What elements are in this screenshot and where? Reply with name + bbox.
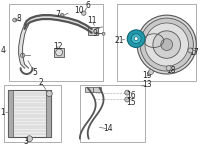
Circle shape [140,18,193,71]
Text: 6: 6 [85,1,90,10]
Circle shape [161,39,173,50]
Text: 14: 14 [104,124,113,133]
Text: 19: 19 [142,71,152,80]
Circle shape [148,70,153,75]
Circle shape [60,13,64,17]
Text: 4: 4 [0,46,5,55]
Circle shape [125,97,130,102]
Bar [54,47,64,57]
Text: 10: 10 [74,6,84,15]
Bar [93,87,101,92]
Text: 7: 7 [56,10,61,19]
Circle shape [166,66,171,71]
Circle shape [125,90,130,95]
Bar [9,4,103,81]
Circle shape [153,31,181,58]
Bar [85,87,93,92]
Circle shape [145,23,188,66]
Circle shape [27,136,32,142]
Circle shape [56,49,63,56]
Circle shape [102,32,105,35]
Circle shape [137,15,196,74]
Text: 8: 8 [16,14,21,23]
Text: 1: 1 [0,108,5,117]
Text: 5: 5 [32,67,37,77]
Circle shape [127,30,145,47]
Text: 17: 17 [190,48,199,57]
Text: 16: 16 [126,91,136,100]
Text: 18: 18 [166,66,175,75]
Text: 2: 2 [39,78,44,87]
Bar [80,85,145,142]
Bar [46,90,51,137]
Bar [8,90,13,137]
Polygon shape [25,15,92,33]
Circle shape [188,48,193,53]
Circle shape [131,34,141,44]
Circle shape [82,11,86,15]
Text: 9: 9 [92,29,97,38]
Text: 3: 3 [23,137,28,146]
Circle shape [20,53,25,57]
Bar [88,27,98,35]
Circle shape [13,18,17,22]
Bar [117,4,196,81]
Bar [4,85,61,142]
Bar [8,90,51,137]
Text: 12: 12 [53,42,63,51]
Polygon shape [19,25,29,68]
Text: 21: 21 [115,36,124,45]
Circle shape [134,37,138,41]
Circle shape [46,91,52,97]
Text: 15: 15 [126,98,136,107]
Text: 11: 11 [87,16,96,25]
Text: 13: 13 [142,80,152,89]
Text: 20: 20 [162,33,172,42]
